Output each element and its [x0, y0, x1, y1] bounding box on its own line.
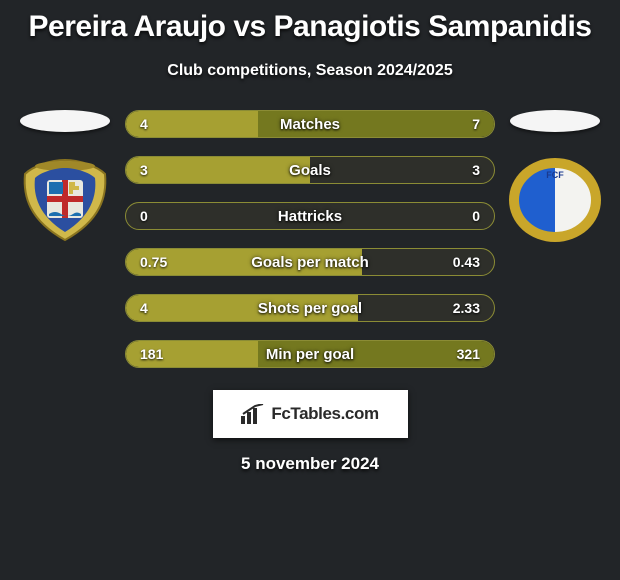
stat-label: Matches: [126, 116, 494, 133]
svg-text:FCF: FCF: [546, 170, 564, 180]
stat-label: Hattricks: [126, 208, 494, 225]
subtitle: Club competitions, Season 2024/2025: [0, 62, 620, 80]
footer-brand: FcTables.com: [213, 390, 408, 438]
stat-bar: 47Matches: [125, 110, 495, 138]
page-title: Pereira Araujo vs Panagiotis Sampanidis: [0, 0, 620, 44]
footer-brand-text: FcTables.com: [271, 404, 378, 424]
stat-bar: 42.33Shots per goal: [125, 294, 495, 322]
arouca-shield-icon: [15, 156, 115, 244]
stat-bar: 00Hattricks: [125, 202, 495, 230]
stat-bar: 181321Min per goal: [125, 340, 495, 368]
stat-label: Min per goal: [126, 346, 494, 363]
player-left-column: [15, 110, 115, 244]
stat-label: Goals: [126, 162, 494, 179]
flag-right: [510, 110, 600, 132]
stat-label: Goals per match: [126, 254, 494, 271]
stat-label: Shots per goal: [126, 300, 494, 317]
club-badge-left: [15, 156, 115, 244]
flag-left: [20, 110, 110, 132]
stat-bar: 33Goals: [125, 156, 495, 184]
date-label: 5 november 2024: [0, 454, 620, 474]
club-badge-right: FCF: [505, 156, 605, 244]
player-right-column: FCF: [505, 110, 605, 244]
stat-bar: 0.750.43Goals per match: [125, 248, 495, 276]
stat-bars: 47Matches 33Goals 00Hattricks 0.750.43Goals…: [125, 110, 495, 368]
comparison-panel: FCF 47Matches 33Goals 00Hattricks 0.750.43G…: [0, 110, 620, 368]
famalicao-shield-icon: FCF: [505, 156, 605, 244]
fctables-logo-icon: [241, 404, 265, 424]
